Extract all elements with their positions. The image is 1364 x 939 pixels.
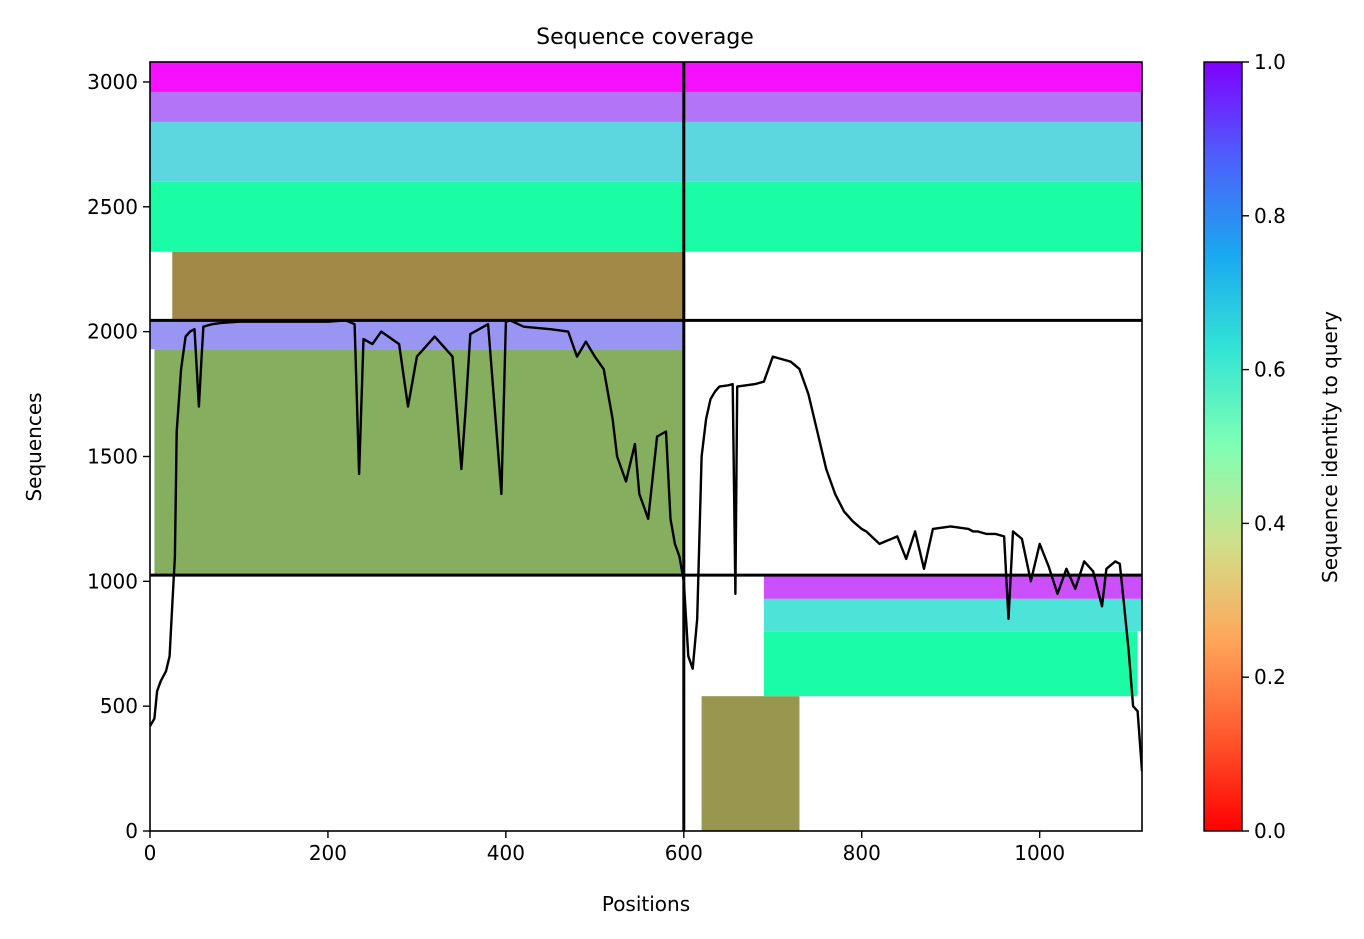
colorbar-tick-label: 1.0 bbox=[1254, 50, 1286, 74]
y-tick-label: 1500 bbox=[87, 444, 138, 468]
identity-band bbox=[701, 696, 800, 831]
coverage-heatmap bbox=[150, 62, 1142, 831]
coverage-line bbox=[150, 319, 1142, 772]
x-tick-label: 400 bbox=[487, 841, 525, 865]
x-tick-label: 1000 bbox=[1014, 841, 1065, 865]
identity-band bbox=[150, 91, 1142, 122]
colorbar-tick-label: 0.8 bbox=[1254, 204, 1286, 228]
y-tick-label: 2500 bbox=[87, 195, 138, 219]
identity-band bbox=[150, 320, 684, 350]
colorbar-ticks: 0.0 0.2 0.4 0.6 0.8 1.0 bbox=[1242, 50, 1286, 843]
x-tick-label: 800 bbox=[843, 841, 881, 865]
y-tick-label: 0 bbox=[125, 819, 138, 843]
colorbar-tick-label: 0.4 bbox=[1254, 511, 1286, 535]
y-tick-label: 2000 bbox=[87, 320, 138, 344]
x-tick-label: 600 bbox=[665, 841, 703, 865]
block-chain-2-only bbox=[701, 575, 1142, 831]
colorbar-label: Sequence identity to query bbox=[1318, 311, 1342, 583]
x-tick-label: 0 bbox=[144, 841, 157, 865]
colorbar-tick-label: 0.0 bbox=[1254, 819, 1286, 843]
x-axis-ticks: 0 200 400 600 800 1000 bbox=[144, 831, 1065, 865]
colorbar-tick-label: 0.2 bbox=[1254, 665, 1286, 689]
y-tick-label: 3000 bbox=[87, 70, 138, 94]
chain-dividers bbox=[150, 62, 1142, 831]
x-tick-label: 200 bbox=[309, 841, 347, 865]
chart-title: Sequence coverage bbox=[536, 25, 754, 50]
y-tick-label: 1000 bbox=[87, 569, 138, 593]
plot-frame bbox=[149, 61, 1143, 832]
colorbar-tick-label: 0.6 bbox=[1254, 358, 1286, 382]
identity-band bbox=[150, 62, 1142, 92]
block-paired bbox=[150, 62, 1142, 321]
identity-band bbox=[150, 181, 1142, 252]
colorbar bbox=[1203, 61, 1243, 832]
identity-band bbox=[763, 598, 1142, 632]
identity-band bbox=[150, 121, 1142, 182]
x-axis-label: Positions bbox=[602, 892, 690, 916]
identity-band bbox=[763, 575, 1142, 599]
identity-band bbox=[763, 631, 1138, 697]
y-axis-ticks: 0 500 1000 1500 2000 2500 3000 bbox=[87, 70, 150, 843]
identity-band bbox=[154, 349, 684, 576]
block-chain-1-only bbox=[150, 320, 684, 576]
y-axis-label: Sequences bbox=[22, 392, 46, 501]
y-tick-label: 500 bbox=[100, 694, 138, 718]
identity-band bbox=[172, 251, 684, 321]
